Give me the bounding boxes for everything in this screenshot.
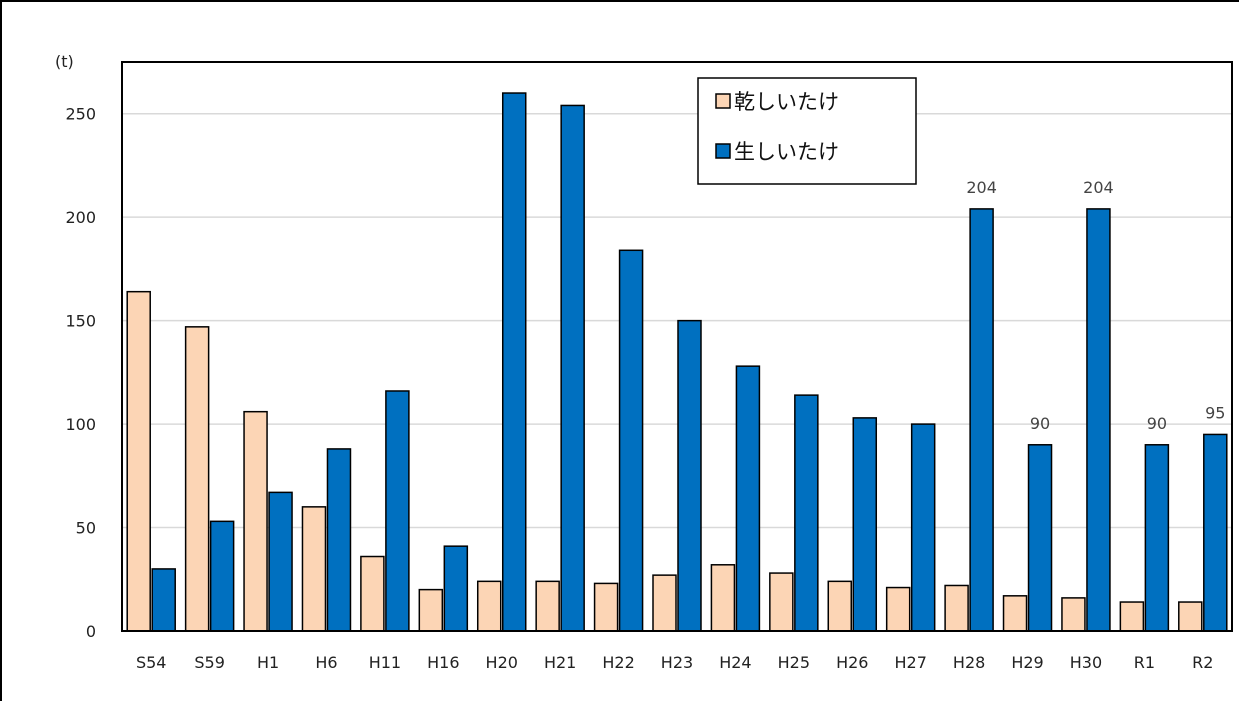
y-tick-label: 250 <box>65 105 96 124</box>
y-tick-label: 150 <box>65 312 96 331</box>
bar-dried-H21 <box>535 580 560 632</box>
data-label: 204 <box>966 178 997 197</box>
x-tick-label: H28 <box>953 653 985 672</box>
bar-dried-S54 <box>126 290 151 632</box>
legend-label-fresh: 生しいたけ <box>734 140 839 164</box>
bar-fresh-H30 <box>1086 208 1111 632</box>
bar-dried-H1 <box>243 410 268 632</box>
bars <box>126 92 1228 632</box>
bar-fresh-H29 <box>1027 444 1053 632</box>
x-tick-label: R1 <box>1134 653 1155 672</box>
bar-dried-H20 <box>476 580 502 632</box>
bar-fresh-H22 <box>618 249 644 632</box>
bar-fresh-H20 <box>501 92 527 632</box>
bar-dried-H27 <box>885 586 911 632</box>
bar-dried-H11 <box>360 555 385 632</box>
y-tick-label: 50 <box>76 519 96 538</box>
data-label: 95 <box>1205 403 1225 422</box>
bar-dried-H16 <box>418 588 444 632</box>
bar-dried-H26 <box>827 580 853 632</box>
bar-fresh-R1 <box>1144 444 1170 632</box>
x-tick-label: R2 <box>1192 653 1213 672</box>
legend-swatch-dried <box>715 93 731 109</box>
x-tick-label: S59 <box>194 653 225 672</box>
gridlines <box>122 112 1232 529</box>
x-tick-label: H6 <box>315 653 337 672</box>
bar-dried-R2 <box>1178 601 1203 632</box>
x-tick-label: H22 <box>602 653 634 672</box>
data-label: 204 <box>1083 178 1114 197</box>
bar-dried-H28 <box>944 584 969 632</box>
x-tick-label: H16 <box>427 653 459 672</box>
x-tick-label: S54 <box>136 653 167 672</box>
x-tick-label: H29 <box>1011 653 1043 672</box>
bar-fresh-H6 <box>326 448 352 632</box>
bar-fresh-H24 <box>735 365 761 632</box>
bar-dried-H30 <box>1061 597 1086 632</box>
bar-fresh-H1 <box>268 491 293 632</box>
bar-fresh-H16 <box>443 545 469 632</box>
x-tick-labels: S54 S59 H1 H6 H11 H16 H20 H21 H22 H23 H24 H25 H26 H27… <box>136 653 1213 672</box>
y-tick-label: 0 <box>86 622 96 641</box>
x-tick-label: H27 <box>894 653 926 672</box>
x-tick-label: H24 <box>719 653 751 672</box>
y-axis-unit-label: (t) <box>55 52 74 71</box>
bar-fresh-H27 <box>910 423 936 632</box>
data-label: 90 <box>1030 414 1050 433</box>
bar-fresh-H25 <box>794 394 819 632</box>
bar-fresh-H26 <box>852 417 878 632</box>
bar-dried-R1 <box>1119 601 1145 632</box>
x-tick-label: H25 <box>778 653 810 672</box>
bar-fresh-H21 <box>560 104 585 632</box>
bar-fresh-H11 <box>385 390 410 632</box>
x-tick-label: H1 <box>257 653 279 672</box>
x-tick-label: H20 <box>486 653 518 672</box>
bar-fresh-H23 <box>677 319 702 632</box>
bar-fresh-H28 <box>969 208 994 632</box>
x-tick-label: H30 <box>1070 653 1102 672</box>
bar-fresh-S54 <box>151 568 176 632</box>
bar-dried-H23 <box>652 574 677 632</box>
bar-dried-H22 <box>593 582 619 632</box>
bar-dried-H29 <box>1002 595 1028 632</box>
plot-area-border <box>121 61 1233 632</box>
bar-fresh-R2 <box>1203 433 1228 632</box>
x-tick-label: H11 <box>369 653 401 672</box>
y-tick-labels: 0 50 100 150 200 250 <box>65 105 96 641</box>
x-tick-label: H21 <box>544 653 576 672</box>
x-tick-label: H23 <box>661 653 693 672</box>
legend-box <box>697 77 917 185</box>
bar-dried-S59 <box>184 326 210 632</box>
data-labels: 204 90 204 90 95 <box>966 178 1225 433</box>
legend-swatch-fresh <box>715 143 731 159</box>
y-tick-label: 200 <box>65 208 96 227</box>
bar-dried-H24 <box>710 564 736 632</box>
x-tick-label: H26 <box>836 653 868 672</box>
bar-dried-H25 <box>769 572 794 632</box>
legend-label-dried: 乾しいたけ <box>734 90 839 114</box>
bar-dried-H6 <box>301 506 327 632</box>
data-label: 90 <box>1147 414 1167 433</box>
y-tick-label: 100 <box>65 415 96 434</box>
bar-fresh-S59 <box>209 520 235 632</box>
